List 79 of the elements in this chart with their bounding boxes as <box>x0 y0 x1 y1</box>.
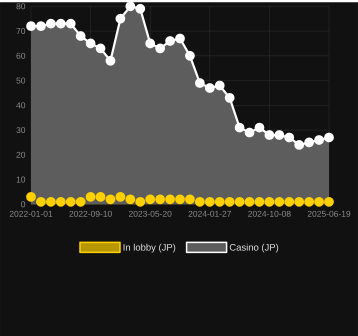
point <box>214 196 225 207</box>
point <box>204 82 215 93</box>
y-tick-label: 40 <box>16 102 26 108</box>
point <box>106 194 116 204</box>
point <box>145 38 156 48</box>
point <box>264 196 274 207</box>
point <box>324 196 334 207</box>
point <box>26 192 36 202</box>
y-tick-label: 50 <box>16 77 26 84</box>
y-tick-label: 20 <box>16 152 26 158</box>
x-tick-label: 2024-10-08 <box>248 210 291 217</box>
legend-label: Casino (JP) <box>230 244 278 252</box>
point <box>145 194 156 204</box>
y-tick-label: 10 <box>16 176 26 182</box>
point <box>56 196 66 207</box>
legend-label: In lobby (JP) <box>124 244 176 252</box>
point <box>274 196 284 207</box>
point <box>194 78 205 88</box>
point <box>56 18 66 28</box>
point <box>264 130 274 140</box>
point <box>76 30 86 41</box>
x-tick-label: 2023-05-20 <box>128 210 172 217</box>
point <box>96 192 106 202</box>
point <box>125 1 136 12</box>
point <box>284 132 294 142</box>
point <box>304 137 314 148</box>
point <box>185 50 195 61</box>
point <box>274 130 284 140</box>
point <box>294 140 304 150</box>
point <box>194 196 205 207</box>
point <box>175 33 185 44</box>
point <box>165 36 175 46</box>
point <box>224 92 235 103</box>
point <box>254 122 264 132</box>
y-tick-label: 30 <box>16 126 26 133</box>
point <box>314 196 324 207</box>
point <box>135 196 146 207</box>
y-tick-label: 0 <box>21 201 26 208</box>
point <box>46 18 56 28</box>
point <box>26 21 36 31</box>
point <box>304 196 314 207</box>
point <box>314 134 324 145</box>
point <box>175 194 185 204</box>
point <box>234 122 244 132</box>
point <box>36 21 46 31</box>
point <box>36 196 46 207</box>
point <box>214 80 225 90</box>
point <box>76 196 86 207</box>
point <box>86 38 96 48</box>
y-tick-label: 60 <box>16 52 26 59</box>
point <box>125 194 136 204</box>
point <box>96 43 106 54</box>
point <box>155 43 166 54</box>
point <box>106 56 116 66</box>
point <box>254 196 264 207</box>
x-tick-label: 2025-06-19 <box>308 210 350 217</box>
point <box>116 14 126 24</box>
point <box>135 4 146 14</box>
x-tick-label: 2022-09-10 <box>69 210 112 217</box>
point <box>204 196 215 207</box>
point <box>86 192 96 202</box>
y-tick-label: 80 <box>16 3 26 10</box>
point <box>294 196 304 207</box>
point <box>324 132 334 142</box>
point <box>116 192 126 202</box>
point <box>284 196 294 207</box>
point <box>244 196 254 207</box>
point <box>46 196 56 207</box>
point <box>66 196 76 207</box>
point <box>244 128 254 138</box>
point <box>66 18 76 28</box>
point <box>155 194 166 204</box>
y-tick-label: 70 <box>16 28 26 34</box>
point <box>165 194 175 204</box>
point <box>185 194 195 204</box>
x-tick-label: 2022-01-01 <box>10 210 52 217</box>
point <box>224 196 235 207</box>
point <box>234 196 244 207</box>
x-tick-label: 2024-01-27 <box>188 210 232 217</box>
